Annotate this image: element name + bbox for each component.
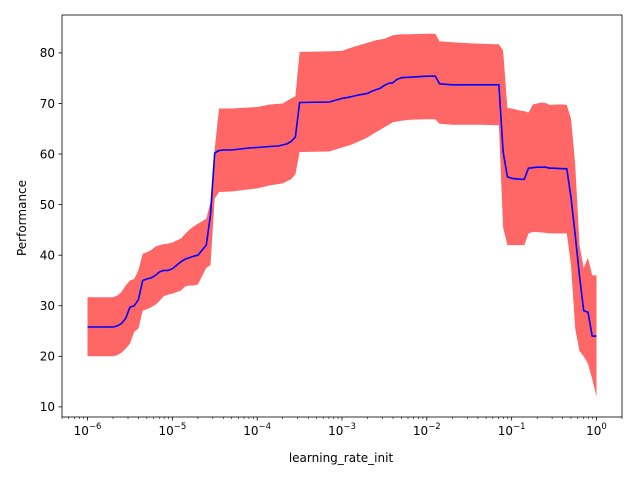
axes: 10 20 30 40 50 60 70 80 10−6 10−5 10−4 10−3 10−2 10−1…: [40, 14, 623, 438]
y-tick-label: 50: [40, 198, 55, 212]
y-tick-label: 70: [40, 97, 55, 111]
y-tick-label: 30: [40, 299, 55, 313]
mean-line: [87, 75, 597, 337]
y-axis-label: Performance: [15, 180, 29, 256]
plot-area: [87, 33, 597, 397]
x-tick-label: 10−5: [158, 422, 186, 438]
x-tick-label: 10−4: [243, 422, 271, 438]
x-tick-label: 10−1: [498, 422, 526, 438]
y-tick-label: 20: [40, 350, 55, 364]
x-tick-label: 100: [586, 422, 607, 438]
x-tick-label: 10−3: [328, 422, 356, 438]
confidence-band: [87, 33, 597, 397]
y-tick-label: 10: [40, 400, 55, 414]
x-tick-label: 10−2: [413, 422, 441, 438]
x-axis-label: learning_rate_init: [289, 451, 394, 465]
y-tick-label: 80: [40, 46, 55, 60]
y-tick-label: 40: [40, 248, 55, 262]
x-tick-label: 10−6: [74, 422, 102, 438]
y-tick-label: 60: [40, 147, 55, 161]
